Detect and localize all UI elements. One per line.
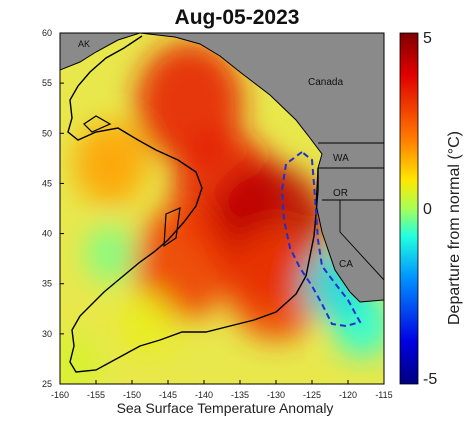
anomaly-patch-5 [74,121,147,206]
label-wa: WA [333,153,349,164]
x-axis-label: Sea Surface Temperature Anomaly [116,400,334,416]
x-tick-label: -125 [303,390,321,400]
y-tick-label: 30 [42,329,52,339]
state-borders [318,142,384,281]
y-tick-label: 25 [42,379,52,389]
x-tick-label: -160 [51,390,69,400]
dashed-region [280,150,362,328]
y-tick-label: 60 [42,28,52,38]
label-ca: CA [339,259,353,270]
y-tick-label: 40 [42,229,52,239]
label-or: OR [333,188,348,199]
label-canada: Canada [308,77,343,88]
anomaly-patch-10 [60,334,100,384]
colorbar [399,32,419,385]
anomaly-patch-4 [227,227,325,341]
colorbar-tick-zero: 0 [423,201,432,218]
anomaly-patch-6 [85,225,136,283]
y-tick-label: 35 [42,279,52,289]
anomaly-patch-3 [133,207,232,321]
land-north-america [139,33,384,303]
label-ak: AK [78,39,90,49]
x-tick-label: -145 [159,390,177,400]
land-alaska [60,33,141,71]
x-tick-label: -135 [231,390,249,400]
anomaly-contour [67,35,319,373]
map-title: Aug-05-2023 [174,6,300,29]
x-tick-label: -150 [123,390,141,400]
anomaly-patch-7 [118,292,174,356]
x-tick-label: -120 [339,390,357,400]
y-tick-label: 55 [42,78,52,88]
x-tick-label: -115 [375,390,392,400]
x-tick-label: -130 [267,390,285,400]
plot-frame [59,32,385,385]
x-tick-label: -140 [195,390,213,400]
x-tick-label: -155 [87,390,105,400]
colorbar-tick-min: -5 [423,371,438,388]
y-tick-label: 45 [42,178,52,188]
colorbar-tick-max: 5 [423,30,432,47]
y-tick-label: 50 [42,128,52,138]
